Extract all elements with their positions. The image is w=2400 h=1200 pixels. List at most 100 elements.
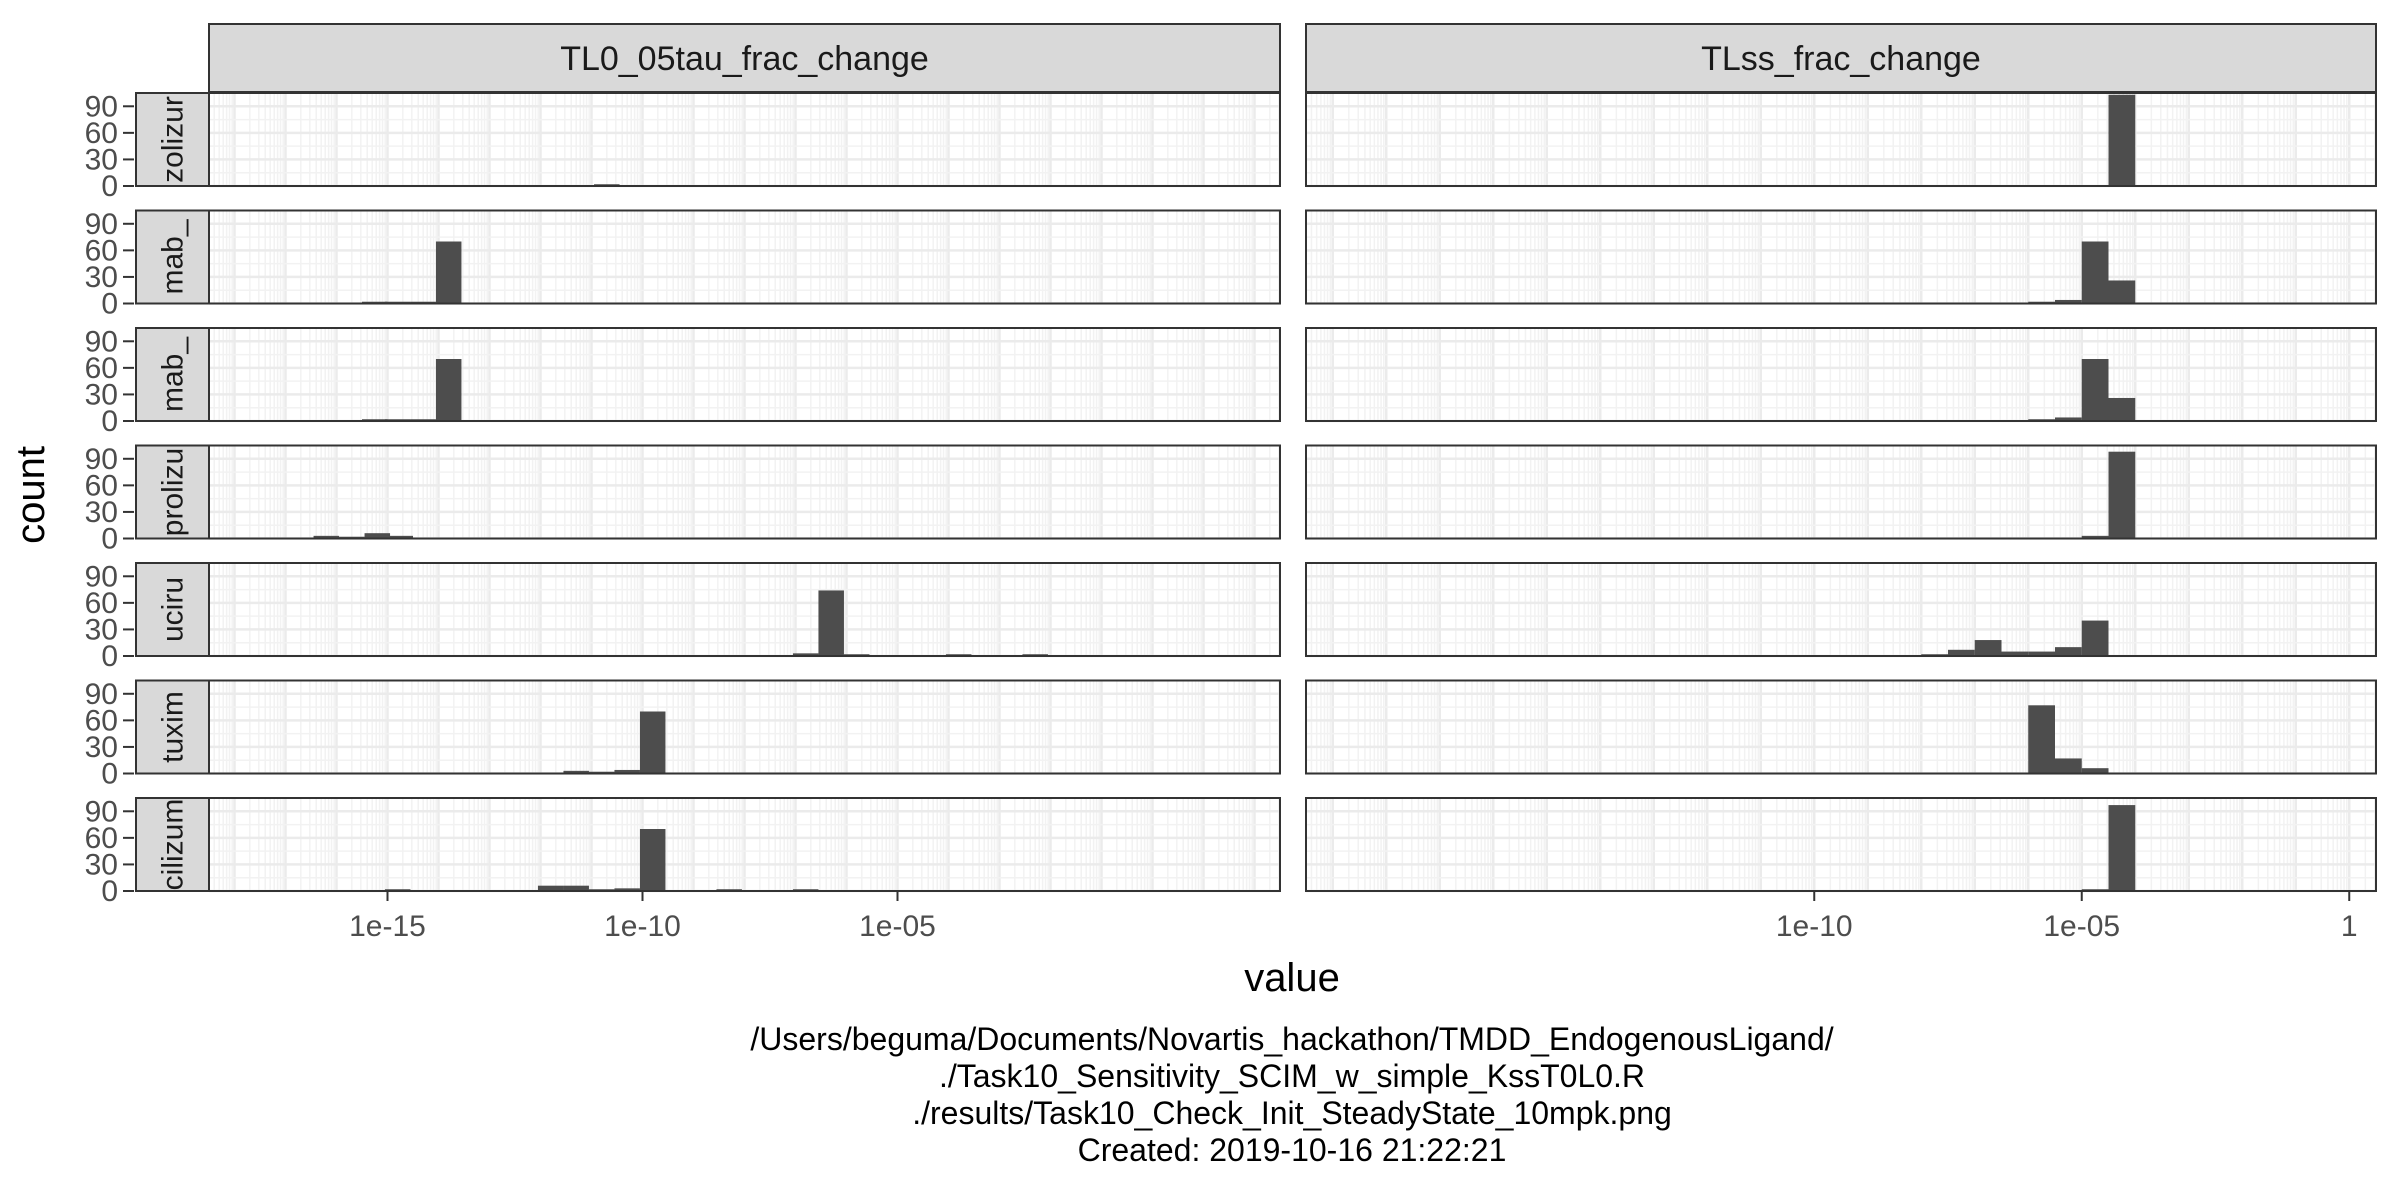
histogram-bar — [2108, 451, 2136, 539]
y-tick-label: 60 — [85, 704, 118, 737]
facet-panel — [208, 679, 1281, 775]
histogram-bar — [1974, 640, 2002, 656]
histogram-bar — [2028, 651, 2055, 656]
caption-script-line: ./Task10_Sensitivity_SCIM_w_simple_KssT0… — [939, 1058, 1645, 1094]
facet-panel — [208, 797, 1281, 893]
histogram-bar — [2081, 768, 2109, 774]
y-tick-label: 60 — [85, 822, 118, 855]
y-tick-label: 0 — [101, 288, 118, 321]
facet-panel — [208, 92, 1281, 188]
y-tick-label: 0 — [101, 758, 118, 791]
y-tick-label: 90 — [85, 208, 118, 241]
x-tick-label: 1 — [2341, 910, 2358, 943]
x-axis-title: value — [1244, 956, 1340, 1000]
histogram-bar — [364, 533, 391, 539]
row-strip-label: zolizur — [157, 96, 190, 183]
facet-panel — [208, 209, 1281, 305]
histogram-bar — [2081, 359, 2109, 421]
row-strip-label: cilizum — [157, 799, 190, 891]
histogram-bar — [2108, 280, 2136, 304]
row-strip — [135, 797, 210, 892]
facet-panels: zolizur0306090mab_0306090mab_0306090prol… — [85, 90, 2377, 908]
histogram-bar — [818, 590, 844, 656]
y-axis-title: count — [9, 446, 53, 544]
facet-panel — [208, 327, 1281, 423]
histogram-bar — [435, 241, 462, 304]
caption-created-line: Created: 2019-10-16 21:22:21 — [1078, 1132, 1507, 1168]
histogram-bar — [2108, 805, 2136, 891]
y-tick-label: 30 — [85, 261, 118, 294]
histogram-bar — [614, 888, 640, 891]
column-strips: TL0_05tau_frac_change TLss_frac_change — [208, 23, 2377, 93]
column-strip — [1305, 23, 2377, 93]
y-tick-label: 30 — [85, 496, 118, 529]
y-tick-label: 30 — [85, 731, 118, 764]
caption: /Users/beguma/Documents/Novartis_hackath… — [750, 1021, 1833, 1168]
histogram-bar — [313, 535, 340, 539]
histogram-bar — [614, 769, 640, 774]
y-tick-label: 30 — [85, 143, 118, 176]
histogram-bar — [2055, 758, 2082, 774]
y-tick-label: 60 — [85, 117, 118, 150]
y-tick-label: 90 — [85, 560, 118, 593]
histogram-bar — [2028, 705, 2055, 774]
row-strip — [135, 327, 210, 422]
row-strip-label: uciru — [157, 577, 190, 642]
x-tick-label: 1e-05 — [2043, 910, 2120, 943]
row-strip — [135, 209, 210, 305]
y-tick-label: 0 — [101, 170, 118, 203]
histogram-bar — [537, 885, 564, 891]
y-tick-label: 90 — [85, 90, 118, 123]
histogram-bar — [435, 359, 462, 421]
row-strip-label: mab_ — [157, 336, 190, 412]
column-strip-label: TLss_frac_change — [1701, 40, 1981, 78]
histogram-bar — [2081, 241, 2109, 304]
x-tick-label: 1e-10 — [1776, 910, 1853, 943]
y-tick-label: 60 — [85, 352, 118, 385]
facet-panel — [208, 562, 1281, 658]
y-tick-label: 30 — [85, 378, 118, 411]
row-strip-label: tuxim — [157, 691, 190, 763]
y-tick-label: 60 — [85, 587, 118, 620]
facet-panel — [1305, 797, 2377, 893]
y-tick-label: 0 — [101, 875, 118, 908]
histogram-bar — [639, 711, 666, 774]
y-tick-label: 60 — [85, 469, 118, 502]
column-strip — [208, 23, 1281, 93]
y-tick-label: 0 — [101, 640, 118, 673]
facet-panel — [1305, 92, 2377, 188]
histogram-bar — [639, 829, 666, 891]
y-tick-label: 90 — [85, 443, 118, 476]
row-strip — [135, 679, 210, 775]
y-tick-label: 90 — [85, 325, 118, 358]
x-axes: 1e-15 1e-10 1e-05 1e-10 1e-05 1 — [349, 891, 2358, 943]
facet-panel — [208, 444, 1281, 540]
caption-output-line: ./results/Task10_Check_Init_SteadyState_… — [912, 1095, 1672, 1131]
facet-panel — [1305, 327, 2377, 423]
y-tick-label: 90 — [85, 795, 118, 828]
histogram-bar — [2055, 417, 2082, 421]
y-tick-label: 30 — [85, 848, 118, 881]
histogram-bar — [563, 770, 589, 774]
row-strip — [135, 444, 210, 540]
histogram-bar — [2055, 299, 2082, 304]
histogram-bar — [563, 885, 589, 891]
row-strip-label: mab_ — [157, 218, 190, 294]
histogram-bar — [2108, 94, 2136, 186]
facet-panel — [1305, 562, 2377, 658]
histogram-bar — [387, 535, 413, 539]
histogram-bar — [2108, 397, 2136, 421]
facet-panel — [1305, 679, 2377, 775]
y-tick-label: 0 — [101, 523, 118, 556]
x-tick-label: 1e-15 — [349, 910, 426, 943]
y-tick-label: 90 — [85, 678, 118, 711]
row-strip-label: prolizu — [157, 448, 190, 536]
facet-panel — [1305, 209, 2377, 305]
histogram-bar — [792, 653, 819, 656]
x-tick-label: 1e-10 — [604, 910, 681, 943]
histogram-bar — [2081, 535, 2109, 539]
histogram-bar — [2001, 651, 2029, 656]
y-tick-label: 60 — [85, 234, 118, 267]
histogram-bar — [2081, 620, 2109, 656]
